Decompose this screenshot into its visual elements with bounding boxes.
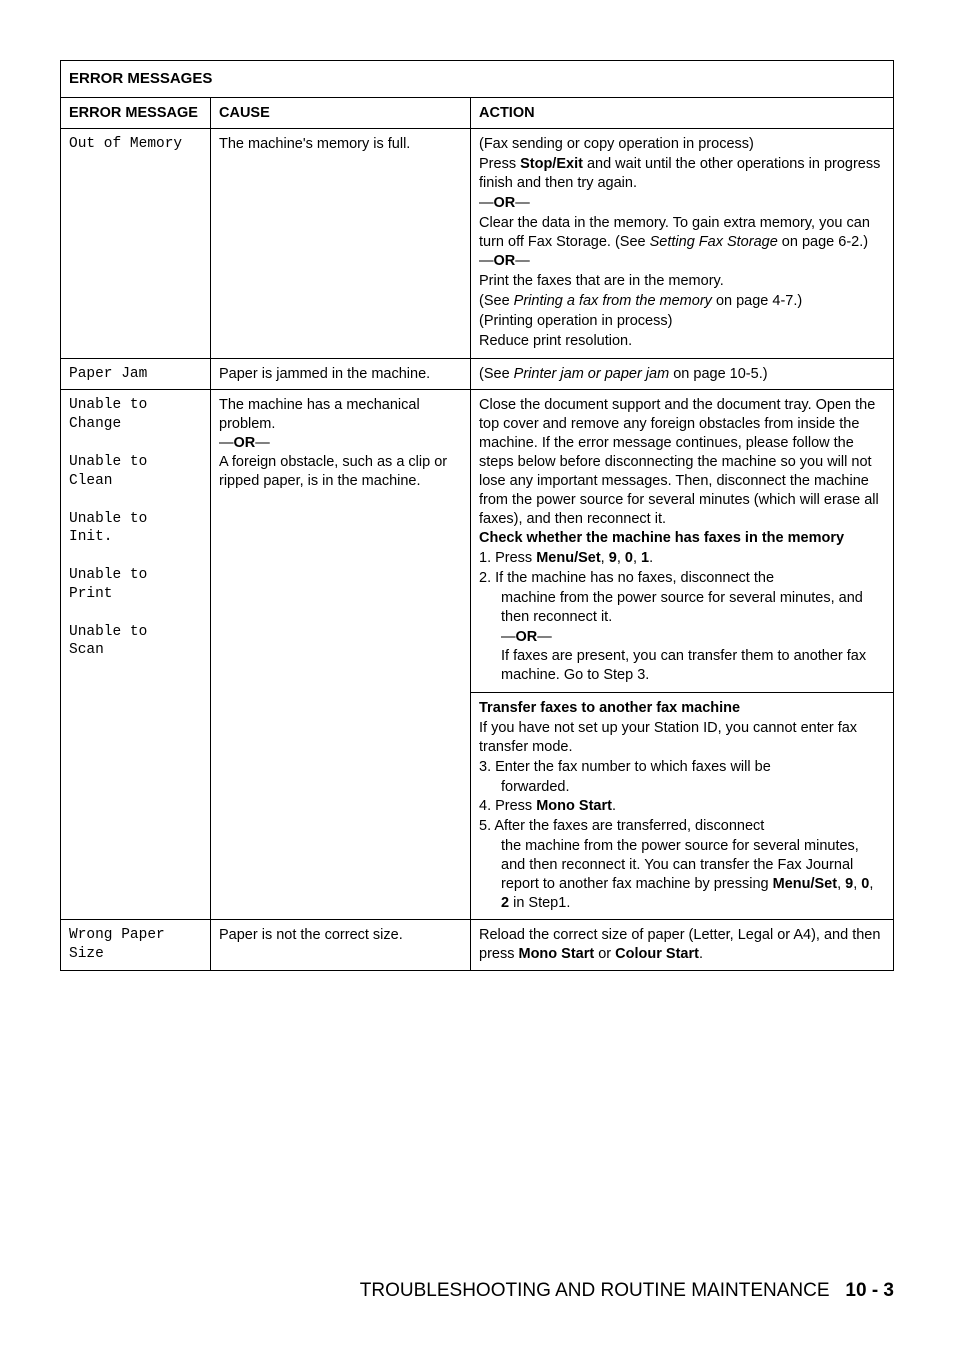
msg-paper-jam: Paper Jam [61,358,211,390]
msg-out-of-memory: Out of Memory [61,129,211,358]
una-s2: 2. If the machine has no faxes, disconne… [479,569,885,588]
una2-l1: If you have not set up your Station ID, … [479,719,885,757]
header-cause: CAUSE [211,97,471,129]
row-paper-jam: Paper Jam Paper is jammed in the machine… [61,358,894,390]
msg-wrong-paper: Wrong Paper Size [61,920,211,971]
oofm-l3: Clear the data in the memory. To gain ex… [479,214,885,252]
una-or: —OR— [479,628,885,647]
cause-out-of-memory: The machine's memory is full. [211,129,471,358]
footer-text: TROUBLESHOOTING AND ROUTINE MAINTENANCE [360,1280,830,1301]
cause-paper-jam: Paper is jammed in the machine. [211,358,471,390]
action-unable-2: Transfer faxes to another fax machine If… [471,693,894,920]
una2-s3: 3. Enter the fax number to which faxes w… [479,758,885,777]
una2-head: Transfer faxes to another fax machine [479,699,885,718]
row-out-of-memory: Out of Memory The machine's memory is fu… [61,129,894,358]
msg-unable: Unable to Change Unable to Clean Unable … [61,390,211,920]
action-out-of-memory: (Fax sending or copy operation in proces… [471,129,894,358]
una-s1: 1. Press Menu/Set, 9, 0, 1. [479,549,885,568]
oofm-l6: (Printing operation in process) [479,312,885,331]
oofm-l7: Reduce print resolution. [479,332,885,351]
row-unable: Unable to Change Unable to Clean Unable … [61,390,894,693]
una2-s4: 4. Press Mono Start. [479,797,885,816]
una-s2-cont: machine from the power source for severa… [479,589,885,627]
action-unable-1: Close the document support and the docum… [471,390,894,693]
header-action: ACTION [471,97,894,129]
header-row: ERROR MESSAGE CAUSE ACTION [61,97,894,129]
cause-wrong-paper: Paper is not the correct size. [211,920,471,971]
oofm-or1: —OR— [479,194,885,213]
page-footer: TROUBLESHOOTING AND ROUTINE MAINTENANCE … [360,1280,894,1302]
oofm-l4: Print the faxes that are in the memory. [479,272,885,291]
una-check: Check whether the machine has faxes in t… [479,529,885,548]
cause-unable: The machine has a mechanical problem. —O… [211,390,471,920]
action-paper-jam: (See Printer jam or paper jam on page 10… [471,358,894,390]
footer-page: 10 - 3 [845,1280,894,1301]
una2-s5: 5. After the faxes are transferred, disc… [479,817,885,836]
header-message: ERROR MESSAGE [61,97,211,129]
oofm-l5: (See Printing a fax from the memory on p… [479,292,885,311]
oofm-l1: (Fax sending or copy operation in proces… [479,135,885,154]
error-messages-table: ERROR MESSAGES ERROR MESSAGE CAUSE ACTIO… [60,60,894,971]
table-title: ERROR MESSAGES [61,61,894,98]
una2-s5b: the machine from the power source for se… [479,837,885,912]
action-wrong-paper: Reload the correct size of paper (Letter… [471,920,894,971]
oofm-l2: Press Stop/Exit and wait until the other… [479,155,885,193]
una-s2b: If faxes are present, you can transfer t… [479,647,885,685]
oofm-or2: —OR— [479,252,885,271]
una2-s3b: forwarded. [479,778,885,797]
row-wrong-paper: Wrong Paper Size Paper is not the correc… [61,920,894,971]
una-para1: Close the document support and the docum… [479,396,885,528]
